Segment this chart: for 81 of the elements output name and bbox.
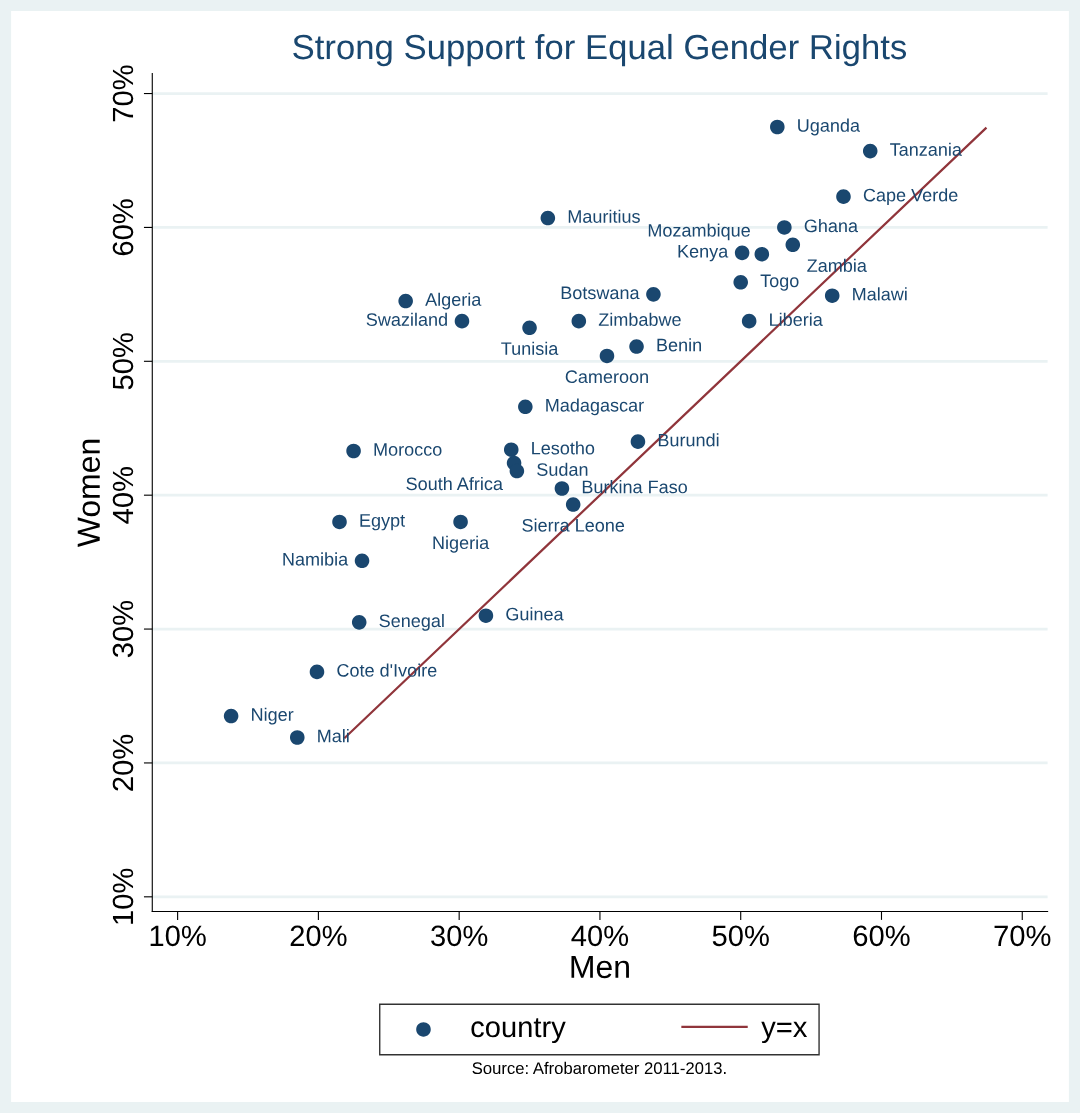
- annotation: Ghana: [804, 219, 859, 233]
- annotation: Nigeria: [433, 535, 490, 553]
- point: [734, 245, 750, 261]
- point: [770, 119, 785, 135]
- point: [351, 615, 367, 630]
- annotation: Guinea: [506, 607, 564, 621]
- annotation: Tunisia: [501, 341, 559, 355]
- annotation: Zimbabwe: [598, 312, 681, 326]
- point: [346, 443, 361, 459]
- point: [630, 434, 646, 449]
- point: [332, 514, 347, 530]
- y-tick-label: 50%: [112, 333, 134, 390]
- annotation: Sierra Leone: [522, 518, 625, 532]
- point: [223, 708, 239, 724]
- point: [454, 313, 470, 329]
- point: [354, 553, 370, 569]
- annotation: Mozambique: [648, 223, 750, 241]
- annotation: Madagascar: [546, 398, 644, 416]
- x-axis-title: Men: [571, 955, 629, 979]
- point: [540, 210, 556, 226]
- point: [824, 288, 840, 303]
- point: [398, 293, 413, 309]
- point: [522, 320, 537, 336]
- y-tick-label: 60%: [112, 199, 134, 256]
- annotation: South Africa: [406, 476, 503, 491]
- annotation: Benin: [657, 338, 701, 352]
- point: [453, 514, 468, 530]
- annotation: Botswana: [561, 286, 640, 300]
- point: [785, 237, 801, 253]
- annotation: Cameroon: [565, 370, 648, 384]
- annotation: Mauritius: [568, 209, 640, 223]
- x-tick-label: 50%: [712, 925, 769, 947]
- chart-title: Strong Support for Equal Gender Rights: [293, 33, 907, 67]
- annotation: Tanzania: [890, 142, 962, 156]
- x-tick-label: 30%: [431, 925, 488, 947]
- point: [518, 399, 533, 415]
- annotation: Mali: [318, 729, 349, 743]
- annotation: Sudan: [537, 462, 588, 476]
- point: [309, 664, 325, 680]
- x-tick-label: 20%: [290, 925, 347, 947]
- annotation: Egypt: [360, 514, 405, 531]
- point: [478, 608, 494, 623]
- point: [565, 497, 581, 512]
- y-axis-title: Women: [77, 439, 101, 548]
- point: [754, 246, 770, 262]
- point: [554, 481, 570, 496]
- source-note: Source: Afrobarometer 2011-2013.: [472, 1061, 726, 1075]
- point: [509, 463, 525, 479]
- point: [571, 313, 587, 329]
- point: [741, 313, 757, 329]
- point: [503, 442, 519, 457]
- x-tick-label: 70%: [994, 925, 1051, 947]
- point: [629, 339, 644, 354]
- point: [289, 730, 305, 745]
- y-tick-label: 70%: [112, 65, 134, 122]
- legend-label: y=x: [761, 1021, 808, 1044]
- y-tick-label: 40%: [112, 467, 134, 524]
- y-tick-label: 20%: [112, 734, 134, 791]
- point: [646, 287, 661, 302]
- x-tick-label: 10%: [150, 925, 206, 947]
- annotation: Senegal: [379, 613, 444, 631]
- point: [599, 348, 615, 364]
- annotation: Uganda: [798, 118, 861, 136]
- annotation: Kenya: [678, 245, 729, 262]
- y-tick-label: 30%: [112, 600, 134, 658]
- point: [733, 275, 748, 290]
- x-tick-label: 60%: [853, 925, 910, 947]
- annotation: Morocco: [374, 443, 442, 456]
- annotation: Malawi: [853, 287, 907, 301]
- point: [836, 189, 851, 204]
- annotation: Burundi: [658, 433, 719, 447]
- annotation: Lesotho: [532, 441, 595, 455]
- annotation: Algeria: [425, 292, 482, 310]
- annotation: Niger: [252, 707, 294, 725]
- annotation: Swaziland: [366, 312, 447, 326]
- point: [777, 220, 792, 235]
- annotation: Namibia: [283, 552, 349, 566]
- legend-label: country: [471, 1018, 566, 1044]
- point: [862, 143, 878, 159]
- x-tick-label: 40%: [571, 925, 629, 947]
- annotation: Togo: [760, 274, 799, 291]
